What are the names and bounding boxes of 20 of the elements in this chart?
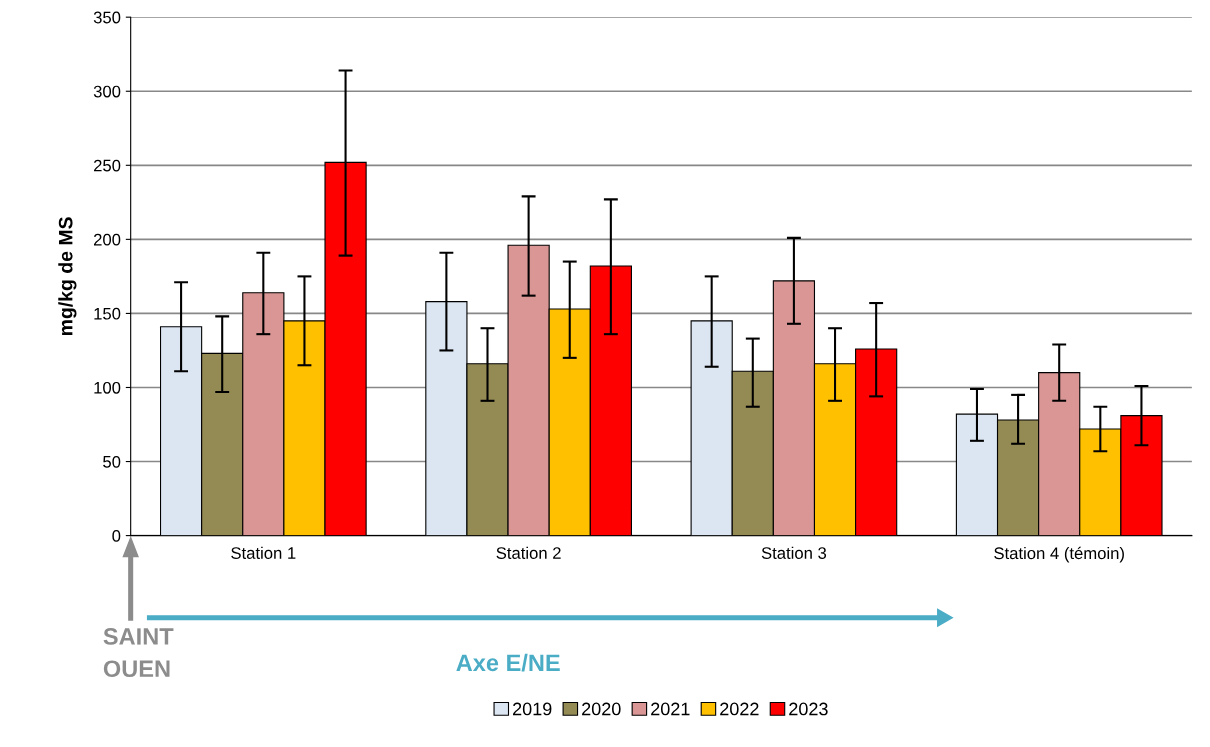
- y-axis-title: mg/kg de MS: [58, 217, 77, 336]
- legend-label: 2021: [651, 702, 690, 716]
- y-tick-label: 0: [112, 530, 121, 542]
- y-tick-label: 350: [93, 11, 121, 24]
- x-tick-label: Station 1: [231, 546, 296, 559]
- text: SAINT OUEN: [103, 628, 174, 678]
- legend-label: 2023: [789, 702, 828, 716]
- legend-label: 2020: [582, 702, 621, 716]
- y-tick-label: 250: [93, 159, 121, 172]
- y-tick-label: 100: [94, 381, 121, 394]
- x-tick-label: Station 3: [761, 546, 827, 559]
- x-tick-label: Station 4 (témoin): [994, 546, 1124, 563]
- legend-label: 2019: [513, 702, 552, 716]
- legend-label: 2022: [720, 702, 759, 716]
- y-tick-label: 200: [93, 233, 121, 246]
- y-tick-label: 300: [93, 85, 121, 98]
- y-tick-label: 150: [94, 307, 121, 320]
- text: Axe E/NE: [456, 653, 560, 672]
- x-tick-label: Station 2: [496, 546, 561, 559]
- y-tick-label: 50: [103, 455, 121, 468]
